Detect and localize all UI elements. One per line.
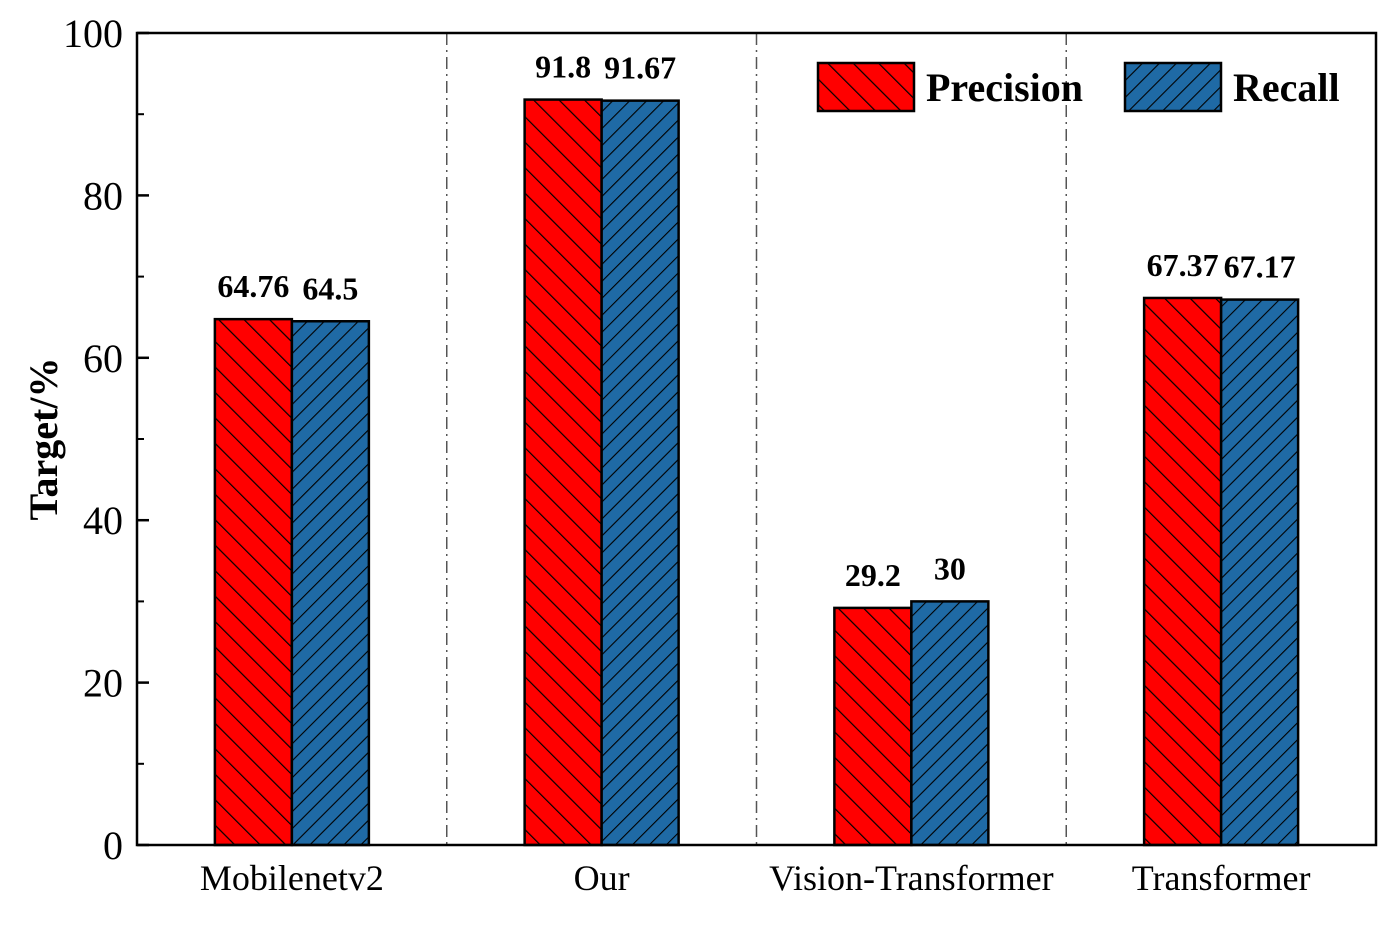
data-labels-group: 64.76 64.5 91.8 91.67 29.2 30 67.37 67.17	[217, 49, 1295, 593]
legend: Precision Recall	[816, 61, 1340, 113]
data-label-precision: 91.8	[535, 49, 591, 85]
data-label-precision: 29.2	[845, 557, 901, 593]
y-tick-label: 0	[103, 823, 123, 868]
legend-swatch-recall	[1123, 61, 1223, 113]
bar-precision	[1142, 296, 1223, 847]
bar-recall	[600, 99, 680, 847]
data-label-recall: 67.17	[1224, 249, 1296, 285]
x-axis: Mobilenetv2 Our Vision-Transformer Transfor…	[200, 858, 1311, 898]
bar-precision	[833, 606, 913, 847]
legend-label-recall: Recall	[1233, 65, 1340, 110]
category-separators	[446, 33, 1067, 845]
x-tick-label: Mobilenetv2	[200, 858, 384, 898]
legend-swatch-precision	[816, 61, 916, 113]
y-tick-label: 80	[83, 173, 123, 218]
bar-recall	[1219, 298, 1300, 847]
bar-precision	[523, 98, 603, 847]
bars-group	[213, 98, 1300, 847]
y-tick-label: 20	[83, 661, 123, 706]
bar-recall	[290, 320, 371, 847]
x-tick-label: Vision-Transformer	[769, 858, 1053, 898]
bar-recall	[910, 600, 990, 847]
data-label-recall: 30	[934, 550, 966, 586]
y-axis-title: Target/%	[21, 358, 66, 521]
y-axis: 0 20 40 60 80 100	[63, 11, 149, 868]
y-tick-label: 40	[83, 498, 123, 543]
data-label-precision: 67.37	[1147, 247, 1219, 283]
legend-label-precision: Precision	[926, 65, 1083, 110]
data-label-precision: 64.76	[217, 268, 289, 304]
x-tick-label: Our	[574, 858, 630, 898]
data-label-recall: 64.5	[302, 270, 358, 306]
y-tick-label: 100	[63, 11, 123, 56]
bar-precision	[213, 317, 294, 847]
data-label-recall: 91.67	[604, 50, 676, 86]
x-tick-label: Transformer	[1132, 858, 1311, 898]
y-tick-label: 60	[83, 336, 123, 381]
